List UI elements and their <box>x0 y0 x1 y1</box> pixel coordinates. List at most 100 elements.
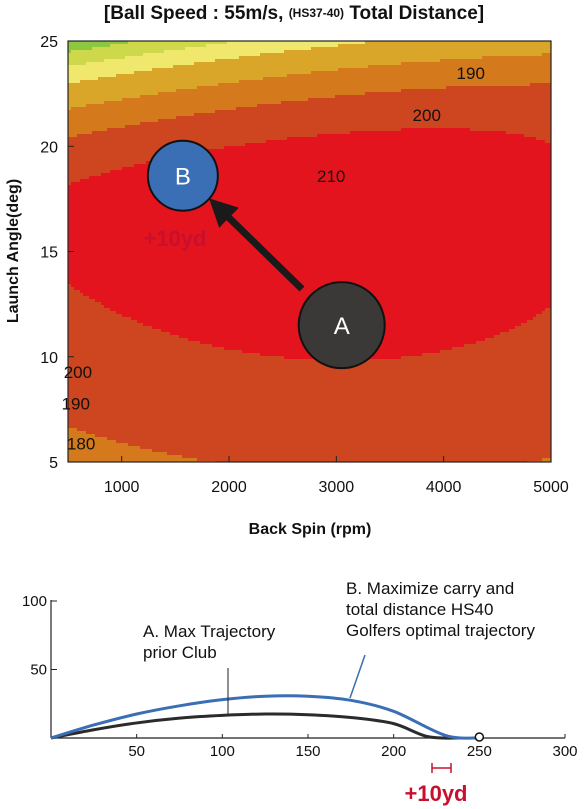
contour-cell <box>548 44 551 48</box>
contour-cell <box>392 62 396 66</box>
contour-cell <box>482 122 486 126</box>
contour-cell <box>83 98 87 102</box>
contour-cell <box>200 110 204 114</box>
contour-cell <box>272 65 276 69</box>
contour-cell <box>224 44 228 48</box>
contour-cell <box>368 74 372 78</box>
contour-cell <box>530 50 534 54</box>
contour-cell <box>263 128 267 132</box>
contour-cell <box>371 128 375 132</box>
contour-cell <box>188 53 192 57</box>
contour-cell <box>83 56 87 60</box>
contour-cell <box>485 44 489 48</box>
contour-cell <box>272 56 276 60</box>
contour-cell <box>329 95 333 99</box>
contour-cell <box>269 53 273 57</box>
contour-cell <box>392 125 396 129</box>
contour-cell <box>113 53 117 57</box>
contour-cell <box>128 53 132 57</box>
contour-cell <box>524 113 528 117</box>
contour-cell <box>107 83 111 87</box>
contour-cell <box>356 122 360 126</box>
contour-cell <box>254 125 258 129</box>
contour-cell <box>134 65 138 69</box>
contour-cell <box>167 65 171 69</box>
contour-cell <box>248 83 252 87</box>
contour-cell <box>476 107 480 111</box>
contour-cell <box>302 110 306 114</box>
contour-cell <box>149 80 153 84</box>
contour-cell <box>83 74 87 78</box>
contour-cell <box>185 104 189 108</box>
contour-cell <box>251 62 255 66</box>
contour-cell <box>158 98 162 102</box>
contour-cell <box>368 125 372 129</box>
contour-cell <box>380 47 384 51</box>
contour-cell <box>395 128 399 132</box>
contour-cell <box>494 104 498 108</box>
contour-cell <box>314 122 318 126</box>
contour-cell <box>80 53 84 57</box>
contour-cell <box>386 116 390 120</box>
contour-cell <box>419 80 423 84</box>
contour-cell <box>422 107 426 111</box>
contour-cell <box>131 80 135 84</box>
contour-cell <box>278 50 282 54</box>
contour-cell <box>326 56 330 60</box>
contour-cell <box>245 122 249 126</box>
contour-cell <box>422 77 426 81</box>
contour-cell <box>179 77 183 81</box>
contour-cell <box>116 53 120 57</box>
contour-cell <box>305 131 309 135</box>
contour-cell <box>257 50 261 54</box>
contour-cell <box>155 56 159 60</box>
contour-cell <box>203 80 207 84</box>
contour-cell <box>143 68 147 72</box>
contour-cell <box>101 71 105 75</box>
contour-cell <box>494 128 498 132</box>
contour-cell <box>443 116 447 120</box>
contour-cell <box>221 89 225 93</box>
contour-cell <box>224 83 228 87</box>
contour-cell <box>344 53 348 57</box>
contour-cell <box>146 80 150 84</box>
contour-cell <box>344 110 348 114</box>
contour-cell <box>302 68 306 72</box>
contour-cell <box>170 47 174 51</box>
contour-cell <box>173 131 177 135</box>
contour-cell <box>410 110 414 114</box>
contour-cell <box>473 113 477 117</box>
contour-cell <box>338 98 342 102</box>
contour-cell <box>467 95 471 99</box>
contour-cell <box>245 59 249 63</box>
contour-cell <box>287 50 291 54</box>
contour-cell <box>455 110 459 114</box>
contour-cell <box>173 74 177 78</box>
contour-cell <box>125 65 129 69</box>
contour-cell <box>350 83 354 87</box>
contour-cell <box>458 125 462 129</box>
contour-cell <box>137 113 141 117</box>
contour-cell <box>482 98 486 102</box>
contour-cell <box>71 62 75 66</box>
contour-cell <box>359 86 363 90</box>
contour-cell <box>338 41 342 45</box>
contour-cell <box>536 59 540 63</box>
contour-cell <box>140 59 144 63</box>
contour-cell <box>413 59 417 63</box>
contour-cell <box>89 104 93 108</box>
contour-cell <box>296 74 300 78</box>
contour-cell <box>134 98 138 102</box>
contour-cell <box>470 74 474 78</box>
contour-cell <box>260 122 264 126</box>
contour-cell <box>326 122 330 126</box>
contour-cell <box>227 56 231 60</box>
contour-cell <box>410 125 414 129</box>
contour-cell <box>194 116 198 120</box>
contour-cell <box>74 131 78 135</box>
contour-cell <box>344 122 348 126</box>
contour-cell <box>500 119 504 123</box>
contour-cell <box>503 110 507 114</box>
contour-cell <box>491 71 495 75</box>
contour-cell <box>197 125 201 129</box>
